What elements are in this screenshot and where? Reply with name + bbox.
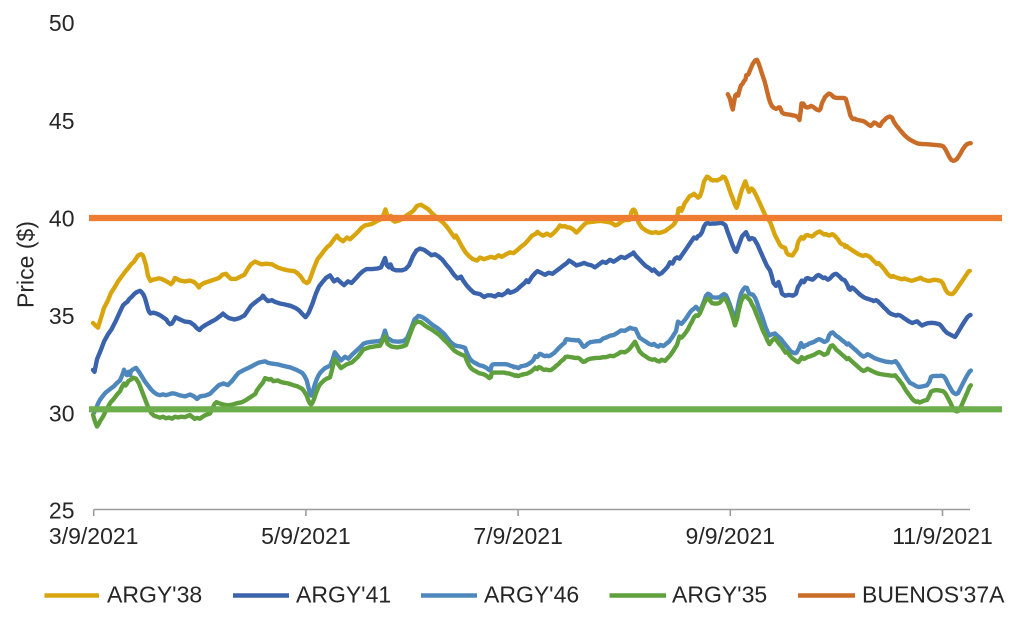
svg-text:Price ($): Price ($) (13, 221, 39, 308)
svg-text:40: 40 (49, 205, 75, 231)
svg-text:ARGY'46: ARGY'46 (484, 582, 579, 608)
svg-text:25: 25 (49, 498, 75, 524)
svg-text:50: 50 (49, 10, 75, 36)
svg-text:ARGY'35: ARGY'35 (672, 582, 767, 608)
svg-text:BUENOS'37A: BUENOS'37A (862, 582, 1005, 608)
svg-text:3/9/2021: 3/9/2021 (49, 523, 139, 549)
svg-text:ARGY'41: ARGY'41 (296, 582, 391, 608)
svg-text:ARGY'38: ARGY'38 (107, 582, 202, 608)
svg-text:35: 35 (49, 303, 75, 329)
svg-text:30: 30 (49, 401, 75, 427)
svg-text:7/9/2021: 7/9/2021 (473, 523, 563, 549)
svg-text:45: 45 (49, 108, 75, 134)
svg-text:11/9/2021: 11/9/2021 (892, 523, 993, 549)
svg-text:9/9/2021: 9/9/2021 (686, 523, 776, 549)
svg-text:5/9/2021: 5/9/2021 (261, 523, 351, 549)
